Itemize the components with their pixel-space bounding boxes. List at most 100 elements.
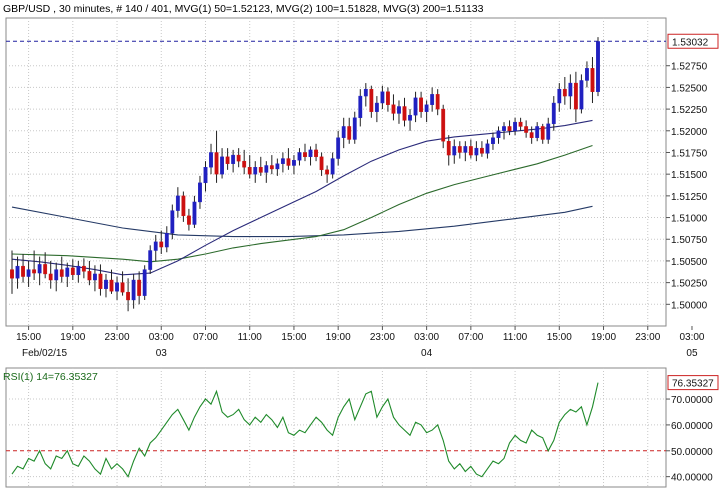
price-y-tick-label: 1.52250: [671, 105, 708, 116]
candle: [264, 161, 269, 183]
candle-body: [513, 121, 517, 131]
candle-body: [247, 167, 252, 175]
candle: [507, 120, 512, 136]
time-tick-label: 15:00: [16, 332, 41, 343]
candle: [142, 265, 147, 300]
candle-body: [352, 117, 357, 140]
candle: [391, 94, 396, 121]
candle-body: [573, 82, 578, 110]
rsi-y-axis: 70.00000 60.00000 50.00000 40.00000 76.35327: [666, 375, 719, 484]
candle: [181, 191, 186, 222]
candle: [352, 111, 357, 144]
candle: [419, 91, 424, 118]
price-y-tick-label: 1.52750: [671, 62, 708, 73]
time-tick-label: 23:00: [635, 332, 660, 343]
candle-body: [297, 152, 302, 161]
candle: [502, 122, 506, 140]
candle: [214, 130, 219, 183]
price-grid: [6, 18, 666, 326]
candle: [319, 152, 324, 176]
time-tick-label: 03:00: [414, 332, 439, 343]
candle-body: [48, 273, 53, 281]
candle-body: [380, 91, 385, 104]
price-y-tick-label: 1.51000: [671, 214, 708, 225]
candle: [76, 260, 81, 283]
candle: [15, 256, 20, 289]
candle: [10, 250, 14, 294]
candle: [585, 61, 589, 88]
rsi-y-tick-label: 40.00000: [671, 473, 713, 484]
candle-body: [374, 102, 379, 112]
candle-body: [269, 165, 274, 170]
candle: [186, 208, 191, 231]
candle-body: [280, 158, 285, 164]
candle-body: [579, 80, 584, 110]
candle-body: [430, 94, 435, 105]
candle-body: [142, 269, 147, 296]
candle-body: [413, 97, 418, 116]
candle: [397, 100, 401, 124]
candle-body: [325, 169, 330, 175]
candle: [209, 143, 213, 175]
price-y-tick-label: 1.52500: [671, 83, 708, 94]
time-tick-label: 15:00: [547, 332, 572, 343]
candle-body: [562, 88, 567, 97]
rsi-last-value-label: 76.35327: [672, 379, 714, 390]
candle-body: [535, 126, 540, 138]
candle: [131, 273, 136, 309]
candle-body: [98, 273, 103, 289]
candle: [231, 149, 236, 173]
candle-body: [474, 147, 479, 156]
candle: [551, 96, 556, 131]
rsi-header: RSI(1) 14=76.35327: [3, 371, 98, 383]
candle-body: [54, 269, 59, 281]
candle-body: [181, 195, 186, 217]
candle: [347, 117, 352, 144]
candle: [424, 100, 429, 123]
candle-body: [341, 126, 346, 138]
candle: [109, 269, 114, 294]
candle-body: [336, 137, 341, 159]
candle: [380, 85, 385, 110]
candle: [170, 204, 175, 240]
candle: [275, 158, 280, 176]
candle-body: [93, 273, 97, 281]
candle-body: [529, 132, 534, 138]
candle-body: [148, 250, 153, 270]
candle: [21, 253, 25, 283]
price-y-tick-label: 1.50250: [671, 279, 708, 290]
time-tick-label: 07:00: [193, 332, 218, 343]
candle: [363, 83, 368, 107]
ma100-line: [11, 144, 593, 263]
candle-body: [26, 269, 31, 277]
candle-body: [258, 167, 263, 173]
time-tick-label: 23:00: [105, 332, 130, 343]
candle-body: [214, 152, 219, 175]
candle-body: [457, 146, 462, 153]
candle: [115, 276, 119, 300]
price-y-tick-label: 1.51750: [671, 148, 708, 159]
candle-body: [37, 264, 42, 274]
candle-body: [551, 102, 556, 125]
candle: [524, 120, 529, 138]
candle: [336, 130, 341, 166]
candle: [32, 250, 37, 281]
candle-body: [596, 41, 600, 92]
candle: [485, 139, 490, 159]
candle: [297, 148, 302, 166]
candle-body: [10, 269, 14, 279]
candle-body: [585, 68, 589, 81]
price-y-tick-label: 1.52000: [671, 127, 708, 138]
candle: [546, 117, 551, 144]
candle-body: [153, 241, 158, 251]
candle-body: [209, 152, 213, 168]
candle: [43, 252, 48, 279]
candle-body: [568, 82, 573, 97]
candle: [37, 256, 42, 286]
candle-body: [540, 126, 545, 140]
candle-body: [115, 282, 119, 292]
candle: [159, 230, 164, 254]
candle: [535, 122, 540, 142]
candle: [529, 126, 534, 144]
